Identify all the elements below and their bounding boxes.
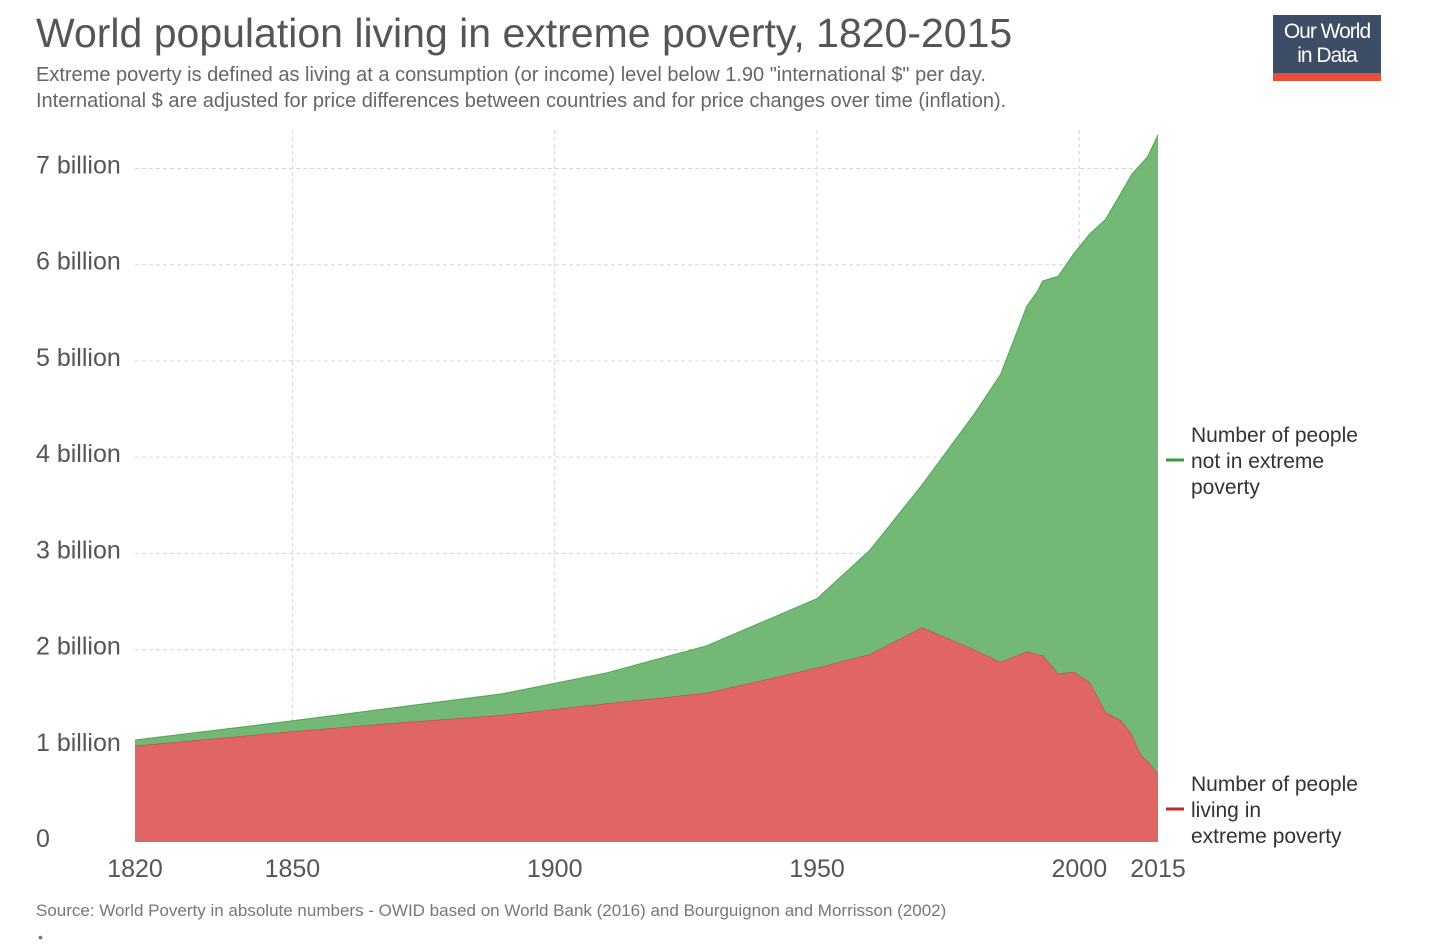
legend-label: not in extreme bbox=[1191, 450, 1324, 473]
area-series-in-poverty bbox=[135, 627, 1158, 842]
y-tick-label: 6 billion bbox=[36, 248, 121, 276]
logo-line-1: Our World bbox=[1283, 20, 1371, 43]
source-note[interactable]: Source: World Poverty in absolute number… bbox=[36, 901, 947, 920]
footer-bullet: • bbox=[38, 929, 43, 945]
x-tick-label: 1950 bbox=[789, 855, 845, 883]
y-tick-label: 2 billion bbox=[36, 633, 121, 661]
area-series-not-in-poverty bbox=[135, 134, 1158, 774]
chart-areas bbox=[134, 134, 1159, 842]
x-tick-label: 1820 bbox=[107, 855, 163, 883]
legend-label: extreme poverty bbox=[1191, 825, 1342, 848]
x-tick-label: 1850 bbox=[265, 855, 321, 883]
y-tick-label: 4 billion bbox=[36, 440, 121, 468]
legend-item: Number of people not in extreme poverty bbox=[1166, 424, 1358, 499]
legend-label: living in bbox=[1191, 799, 1261, 822]
legend-label: Number of people bbox=[1191, 773, 1358, 796]
legend-label: Number of people bbox=[1191, 424, 1358, 447]
y-tick-label: 0 bbox=[36, 825, 50, 853]
legend-label: poverty bbox=[1191, 476, 1260, 499]
y-tick-label: 1 billion bbox=[36, 729, 121, 757]
x-axis-tick-labels: 1820 1850 1900 1950 2000 2015 bbox=[107, 855, 1186, 883]
chart-title: World population living in extreme pover… bbox=[36, 10, 1013, 56]
y-axis-tick-labels: 0 1 billion 2 billion 3 billion 4 billion 5 b… bbox=[36, 151, 121, 853]
area-series-edge bbox=[134, 134, 1159, 741]
y-tick-label: 5 billion bbox=[36, 344, 121, 372]
logo-accent-bar bbox=[1273, 73, 1381, 81]
subtitle-line-2: International $ are adjusted for price d… bbox=[36, 90, 1007, 112]
x-tick-label: 2000 bbox=[1051, 855, 1107, 883]
y-tick-label: 3 billion bbox=[36, 536, 121, 564]
x-tick-label: 2015 bbox=[1130, 855, 1186, 883]
y-tick-label: 7 billion bbox=[36, 151, 121, 179]
logo-line-2: in Data bbox=[1297, 44, 1358, 67]
legend-item: Number of people living in extreme poverty bbox=[1166, 773, 1358, 848]
our-world-in-data-logo[interactable]: Our World in Data bbox=[1273, 15, 1381, 81]
x-tick-label: 1900 bbox=[527, 855, 583, 883]
area-chart: 0 1 billion 2 billion 3 billion 4 billion 5 b… bbox=[36, 130, 1358, 883]
chart-subtitle: Extreme poverty is defined as living at … bbox=[36, 62, 1006, 114]
subtitle-line-1: Extreme poverty is defined as living at … bbox=[36, 64, 986, 86]
